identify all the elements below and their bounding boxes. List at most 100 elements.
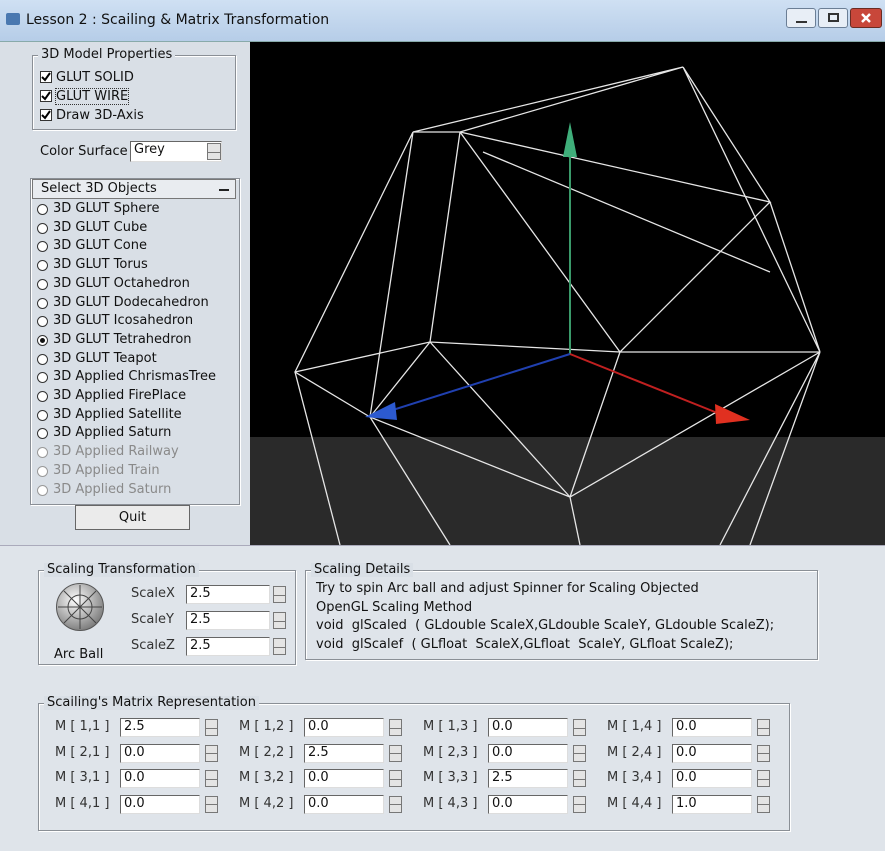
matrix-label: M [ 4,2 ]: [239, 795, 294, 811]
3d-viewport[interactable]: [250, 42, 885, 545]
select-objects-group: [30, 178, 240, 505]
radio[interactable]: [37, 204, 48, 215]
matrix-label: M [ 4,1 ]: [55, 795, 110, 811]
matrix-input[interactable]: 0.0: [488, 794, 568, 814]
checkbox-label[interactable]: Draw 3D-Axis: [56, 108, 144, 123]
select-objects-header[interactable]: Select 3D Objects: [32, 179, 236, 199]
matrix-label: M [ 3,4 ]: [607, 770, 662, 785]
radio-label[interactable]: 3D GLUT Teapot: [53, 350, 157, 366]
spinner[interactable]: [573, 770, 586, 787]
spinner[interactable]: [273, 586, 286, 603]
spinner[interactable]: [573, 795, 586, 813]
matrix-label: M [ 1,1 ]: [55, 719, 110, 734]
matrix-input[interactable]: 0.0: [120, 743, 200, 763]
matrix-label: M [ 1,2 ]: [239, 719, 294, 734]
matrix-input[interactable]: 0.0: [672, 743, 752, 763]
details-line: void glScalef ( GLfloat ScaleX,GLfloat S…: [316, 636, 734, 652]
matrix-input[interactable]: 2.5: [120, 718, 200, 737]
scale-label: ScaleZ: [131, 638, 175, 653]
spinner[interactable]: [273, 638, 286, 655]
radio-label[interactable]: 3D GLUT Cube: [53, 219, 148, 235]
matrix-input[interactable]: 2.5: [488, 769, 568, 788]
details-line: OpenGL Scaling Method: [316, 599, 473, 615]
radio-label[interactable]: 3D GLUT Cone: [53, 238, 147, 254]
spinner[interactable]: [205, 719, 218, 736]
spinner[interactable]: [389, 770, 402, 787]
matrix-label: M [ 1,4 ]: [607, 719, 662, 734]
checkbox-label[interactable]: GLUT SOLID: [56, 70, 134, 85]
minimize-button[interactable]: [786, 8, 816, 28]
radio-label[interactable]: 3D GLUT Icosahedron: [53, 313, 194, 329]
quit-button[interactable]: Quit: [75, 505, 190, 530]
matrix-input[interactable]: 0.0: [304, 769, 384, 788]
maximize-button[interactable]: [818, 8, 848, 28]
matrix-input[interactable]: 0.0: [488, 718, 568, 737]
radio[interactable]: [37, 260, 48, 272]
arc-ball-label: Arc Ball: [54, 647, 104, 662]
spinner[interactable]: [205, 795, 218, 813]
scale-input[interactable]: 2.5: [186, 637, 270, 656]
scale-input[interactable]: 2.5: [186, 611, 270, 630]
spinner[interactable]: [757, 795, 770, 813]
matrix-input[interactable]: 0.0: [672, 769, 752, 788]
radio[interactable]: [37, 391, 48, 402]
radio[interactable]: [37, 409, 48, 421]
radio-label[interactable]: 3D Applied ChrismasTree: [53, 369, 216, 385]
matrix-input[interactable]: 0.0: [120, 769, 200, 788]
matrix-input[interactable]: 0.0: [488, 743, 568, 763]
collapse-button[interactable]: [219, 189, 229, 191]
radio[interactable]: [37, 316, 48, 328]
spinner[interactable]: [273, 612, 286, 629]
spinner[interactable]: [205, 770, 218, 787]
radio[interactable]: [37, 334, 48, 346]
radio-label[interactable]: 3D GLUT Octahedron: [53, 275, 190, 291]
color-surface-label: Color Surface: [40, 144, 128, 159]
checkbox[interactable]: [40, 90, 52, 102]
spinner[interactable]: [757, 744, 770, 762]
spinner[interactable]: [757, 770, 770, 787]
matrix-label: M [ 3,2 ]: [239, 770, 294, 785]
radio-label[interactable]: 3D GLUT Tetrahedron: [53, 331, 192, 347]
spinner[interactable]: [757, 719, 770, 736]
radio-label[interactable]: 3D Applied Saturn: [53, 425, 172, 441]
matrix-input[interactable]: 0.0: [304, 718, 384, 737]
radio-label[interactable]: 3D Applied FirePlace: [53, 388, 187, 403]
radio-label: 3D Applied Railway: [53, 444, 179, 460]
spinner[interactable]: [205, 744, 218, 762]
checkbox-label[interactable]: GLUT WIRE: [54, 88, 130, 105]
arc-ball[interactable]: [56, 583, 104, 631]
radio[interactable]: [37, 297, 48, 309]
spinner[interactable]: [389, 719, 402, 736]
color-surface-value[interactable]: Grey: [130, 141, 222, 162]
radio-label[interactable]: 3D GLUT Torus: [53, 257, 148, 273]
matrix-input[interactable]: 1.0: [672, 794, 752, 814]
radio[interactable]: [37, 222, 48, 234]
radio[interactable]: [37, 372, 48, 384]
matrix-input[interactable]: 0.0: [120, 794, 200, 814]
radio[interactable]: [37, 278, 48, 290]
matrix-input[interactable]: 0.0: [304, 794, 384, 814]
radio: [37, 447, 48, 459]
radio-label[interactable]: 3D Applied Satellite: [53, 406, 182, 422]
spinner[interactable]: [573, 744, 586, 762]
matrix-label: M [ 3,1 ]: [55, 770, 110, 785]
radio: [37, 484, 48, 496]
spinner[interactable]: [573, 719, 586, 736]
radio-label[interactable]: 3D GLUT Dodecahedron: [53, 294, 209, 310]
matrix-label: M [ 2,2 ]: [239, 744, 294, 760]
spinner[interactable]: [389, 795, 402, 813]
spinner[interactable]: [389, 744, 402, 762]
checkbox[interactable]: [40, 71, 52, 83]
radio[interactable]: [37, 241, 48, 253]
radio-label[interactable]: 3D GLUT Sphere: [53, 201, 160, 216]
radio[interactable]: [37, 353, 48, 365]
radio-label: 3D Applied Train: [53, 462, 160, 478]
checkbox[interactable]: [40, 109, 52, 121]
window-title: Lesson 2 : Scailing & Matrix Transformat…: [26, 12, 330, 28]
dropdown-button[interactable]: [207, 143, 221, 160]
matrix-input[interactable]: 0.0: [672, 718, 752, 737]
close-button[interactable]: [850, 8, 882, 28]
radio[interactable]: [37, 428, 48, 440]
matrix-input[interactable]: 2.5: [304, 743, 384, 763]
scale-input[interactable]: 2.5: [186, 585, 270, 604]
